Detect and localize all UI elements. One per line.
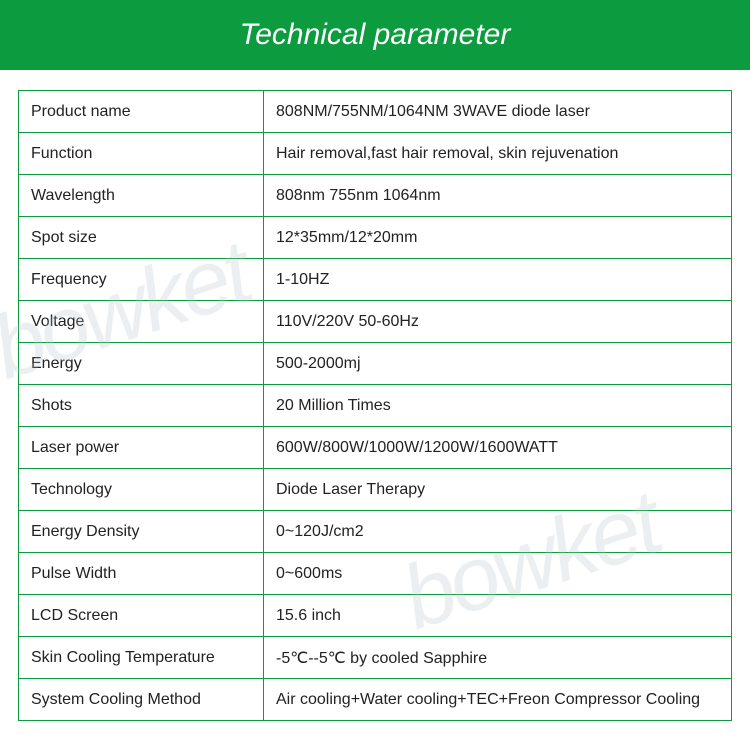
spec-label: Skin Cooling Temperature (19, 637, 264, 679)
spec-table: Product name808NM/755NM/1064NM 3WAVE dio… (18, 90, 732, 721)
table-row: Wavelength808nm 755nm 1064nm (19, 175, 732, 217)
spec-label: Spot size (19, 217, 264, 259)
table-row: Frequency1-10HZ (19, 259, 732, 301)
table-row: Spot size12*35mm/12*20mm (19, 217, 732, 259)
table-row: Product name808NM/755NM/1064NM 3WAVE dio… (19, 91, 732, 133)
spec-label: Laser power (19, 427, 264, 469)
table-row: Pulse Width0~600ms (19, 553, 732, 595)
spec-value: 12*35mm/12*20mm (264, 217, 732, 259)
table-row: Energy500-2000mj (19, 343, 732, 385)
spec-value: 808nm 755nm 1064nm (264, 175, 732, 217)
spec-value: 808NM/755NM/1064NM 3WAVE diode laser (264, 91, 732, 133)
spec-value: 500-2000mj (264, 343, 732, 385)
spec-label: Energy Density (19, 511, 264, 553)
spec-value: Air cooling+Water cooling+TEC+Freon Comp… (264, 679, 732, 721)
spec-label: Frequency (19, 259, 264, 301)
table-row: TechnologyDiode Laser Therapy (19, 469, 732, 511)
table-row: Energy Density0~120J/cm2 (19, 511, 732, 553)
spec-value: 15.6 inch (264, 595, 732, 637)
table-row: Skin Cooling Temperature-5℃--5℃ by coole… (19, 637, 732, 679)
table-row: Voltage110V/220V 50-60Hz (19, 301, 732, 343)
spec-label: Voltage (19, 301, 264, 343)
table-row: FunctionHair removal,fast hair removal, … (19, 133, 732, 175)
table-row: System Cooling MethodAir cooling+Water c… (19, 679, 732, 721)
table-row: Shots20 Million Times (19, 385, 732, 427)
spec-value: 1-10HZ (264, 259, 732, 301)
spec-label: Technology (19, 469, 264, 511)
spec-label: System Cooling Method (19, 679, 264, 721)
spec-value: Hair removal,fast hair removal, skin rej… (264, 133, 732, 175)
table-row: LCD Screen15.6 inch (19, 595, 732, 637)
spec-label: Product name (19, 91, 264, 133)
spec-value: 20 Million Times (264, 385, 732, 427)
spec-value: Diode Laser Therapy (264, 469, 732, 511)
spec-label: Shots (19, 385, 264, 427)
page-title: Technical parameter (240, 18, 511, 52)
spec-value: 0~600ms (264, 553, 732, 595)
table-container: bowket bowket Product name808NM/755NM/10… (0, 70, 750, 721)
spec-value: 0~120J/cm2 (264, 511, 732, 553)
table-row: Laser power600W/800W/1000W/1200W/1600WAT… (19, 427, 732, 469)
spec-value: 600W/800W/1000W/1200W/1600WATT (264, 427, 732, 469)
spec-value: -5℃--5℃ by cooled Sapphire (264, 637, 732, 679)
spec-label: Function (19, 133, 264, 175)
spec-label: Wavelength (19, 175, 264, 217)
spec-label: Pulse Width (19, 553, 264, 595)
spec-label: Energy (19, 343, 264, 385)
spec-label: LCD Screen (19, 595, 264, 637)
spec-value: 110V/220V 50-60Hz (264, 301, 732, 343)
page-header: Technical parameter (0, 0, 750, 70)
